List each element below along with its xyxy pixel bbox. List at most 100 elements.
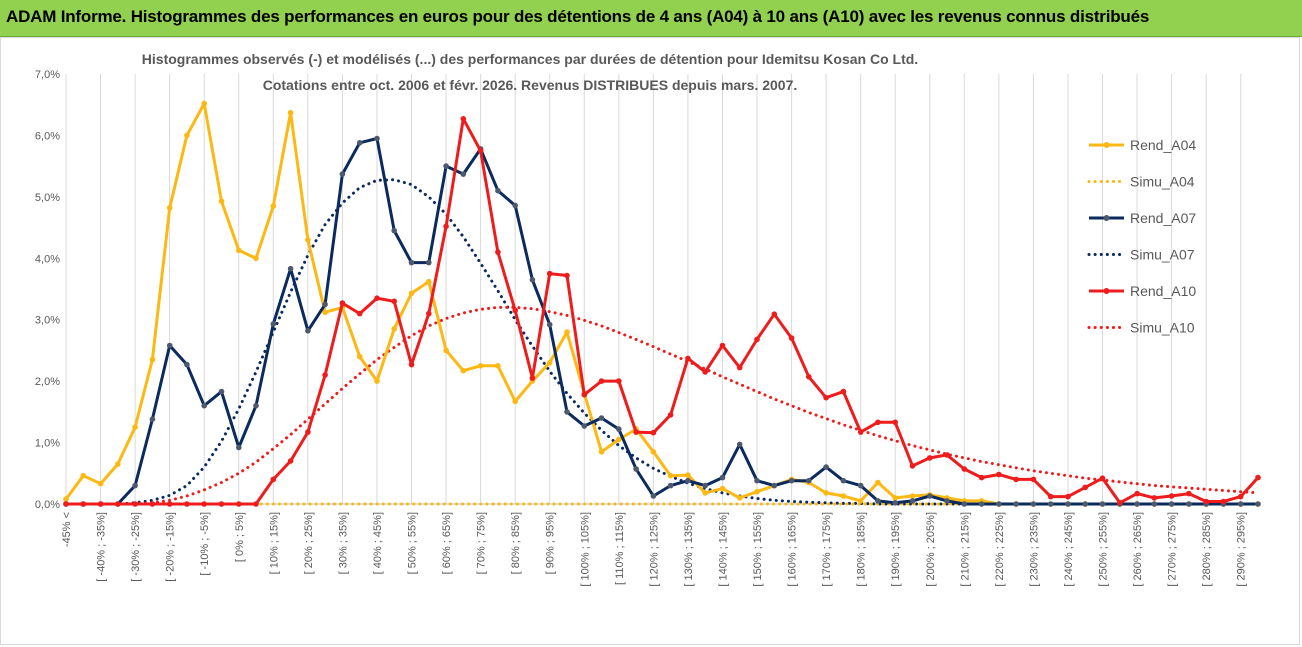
data-point-rend-a10: [132, 501, 138, 507]
legend-label-simu-a10: Simu_A10: [1130, 320, 1195, 336]
series-line-rend-a10: [66, 117, 1260, 506]
data-point-rend-a10: [115, 501, 121, 507]
y-tick-label: 6,0%: [35, 130, 60, 142]
data-point-rend-a04: [667, 472, 674, 479]
x-tick-label: [ 80% ; 85%]: [510, 512, 522, 574]
data-point-rend-a07: [287, 265, 294, 272]
data-point-rend-a10: [944, 452, 950, 458]
legend-marker-rend-a04: [1103, 142, 1110, 148]
data-point-rend-a07: [1134, 501, 1140, 507]
x-tick-label: [ 190% ; 195%]: [890, 512, 902, 587]
x-tick-label: [ 140% ; 145%]: [717, 512, 729, 587]
data-point-rend-a10: [1203, 498, 1209, 505]
data-point-rend-a07: [927, 493, 933, 499]
data-point-rend-a10: [892, 419, 898, 426]
data-point-rend-a10: [1047, 493, 1054, 500]
data-point-rend-a10: [356, 310, 363, 317]
data-point-rend-a10: [909, 463, 916, 469]
data-point-rend-a04: [685, 472, 691, 478]
y-tick-label: 0,0%: [35, 499, 60, 511]
data-point-rend-a10: [961, 466, 968, 472]
series-line-rend-a07: [66, 137, 1258, 506]
data-point-rend-a07: [443, 163, 449, 169]
x-tick-label: [ 100% ; 105%]: [579, 512, 591, 587]
data-point-rend-a10: [978, 474, 985, 481]
y-tick-label: 5,0%: [35, 192, 60, 204]
data-point-rend-a04: [909, 493, 916, 499]
x-tick-label: [ 30% ; 35%]: [337, 512, 349, 574]
data-point-rend-a10: [408, 361, 415, 368]
legend-label-rend-a04: Rend_A04: [1130, 137, 1196, 153]
data-point-rend-a04: [823, 490, 829, 496]
data-point-rend-a04: [97, 480, 104, 487]
series-line-simu-a07: [64, 178, 1260, 506]
data-point-rend-a04: [564, 329, 570, 335]
data-point-rend-a10: [512, 307, 518, 314]
y-tick-label: 7,0%: [35, 69, 60, 81]
data-point-rend-a10: [823, 394, 829, 401]
data-point-rend-a10: [1186, 490, 1192, 497]
data-point-rend-a10: [1255, 474, 1261, 481]
data-point-rend-a07: [961, 501, 968, 507]
x-tick-label: [ 210% ; 215%]: [959, 512, 971, 587]
x-tick-label: [ 180% ; 185%]: [856, 512, 868, 587]
data-point-rend-a04: [875, 479, 881, 486]
data-point-rend-a04: [702, 490, 708, 496]
data-point-rend-a07: [564, 409, 570, 415]
data-point-rend-a07: [581, 423, 588, 429]
data-point-rend-a04: [857, 498, 864, 504]
series-line-simu-a10: [64, 305, 1260, 506]
data-point-rend-a07: [1168, 501, 1175, 507]
data-point-rend-a10: [996, 471, 1002, 478]
chart-subtitle: Cotations entre oct. 2006 et févr. 2026.…: [263, 77, 798, 93]
data-point-rend-a10: [166, 501, 173, 507]
data-point-rend-a10: [1082, 484, 1088, 491]
x-tick-label: [ 160% ; 165%]: [787, 512, 799, 587]
data-point-rend-a07: [944, 498, 950, 504]
data-point-rend-a10: [63, 501, 69, 507]
x-tick-label: [ -30% ; -25%]: [130, 512, 142, 582]
data-point-rend-a07: [1237, 501, 1244, 507]
data-point-rend-a04: [719, 485, 726, 492]
legend-label-simu-a07: Simu_A07: [1130, 247, 1195, 263]
data-point-rend-a10: [1220, 498, 1227, 505]
data-point-rend-a04: [80, 472, 87, 479]
data-point-rend-a10: [443, 223, 449, 230]
data-point-rend-a10: [339, 300, 346, 306]
data-point-rend-a10: [391, 298, 398, 305]
x-tick-label: [ 280% ; 285%]: [1201, 512, 1213, 587]
data-point-rend-a07: [270, 321, 277, 327]
data-point-rend-a07: [892, 500, 898, 506]
data-point-rend-a07: [132, 482, 138, 489]
data-point-rend-a07: [685, 477, 691, 484]
x-tick-label: [ 130% ; 135%]: [683, 512, 695, 587]
x-tick-label: [ 110% ; 115%]: [614, 512, 626, 585]
data-point-rend-a07: [1082, 501, 1088, 507]
data-point-rend-a07: [1099, 501, 1106, 507]
data-point-rend-a10: [806, 374, 812, 380]
data-point-rend-a04: [374, 378, 380, 384]
data-point-rend-a07: [1047, 501, 1054, 507]
data-point-rend-a10: [1013, 476, 1019, 483]
data-point-rend-a07: [736, 441, 743, 448]
data-point-rend-a07: [978, 501, 985, 507]
report-banner: ADAM Informe. Histogrammes des performan…: [0, 0, 1302, 37]
data-point-rend-a07: [149, 416, 156, 423]
data-point-rend-a07: [1151, 501, 1158, 507]
x-tick-label: -45% <: [61, 512, 73, 547]
legend-label-simu-a04: Simu_A04: [1130, 174, 1195, 190]
data-point-rend-a04: [166, 205, 173, 211]
data-point-rend-a10: [305, 429, 311, 435]
data-point-rend-a04: [253, 255, 259, 262]
x-tick-label: [ 50% ; 55%]: [407, 512, 419, 574]
data-point-rend-a10: [633, 429, 639, 435]
data-point-rend-a04: [356, 353, 363, 360]
data-point-rend-a10: [667, 412, 674, 418]
data-point-rend-a10: [598, 378, 605, 384]
data-point-rend-a04: [218, 198, 225, 204]
data-point-rend-a10: [322, 372, 328, 378]
data-point-rend-a04: [840, 493, 847, 499]
x-tick-label: [ 90% ; 95%]: [545, 512, 557, 574]
data-point-rend-a04: [322, 309, 328, 316]
data-point-rend-a04: [736, 495, 743, 501]
